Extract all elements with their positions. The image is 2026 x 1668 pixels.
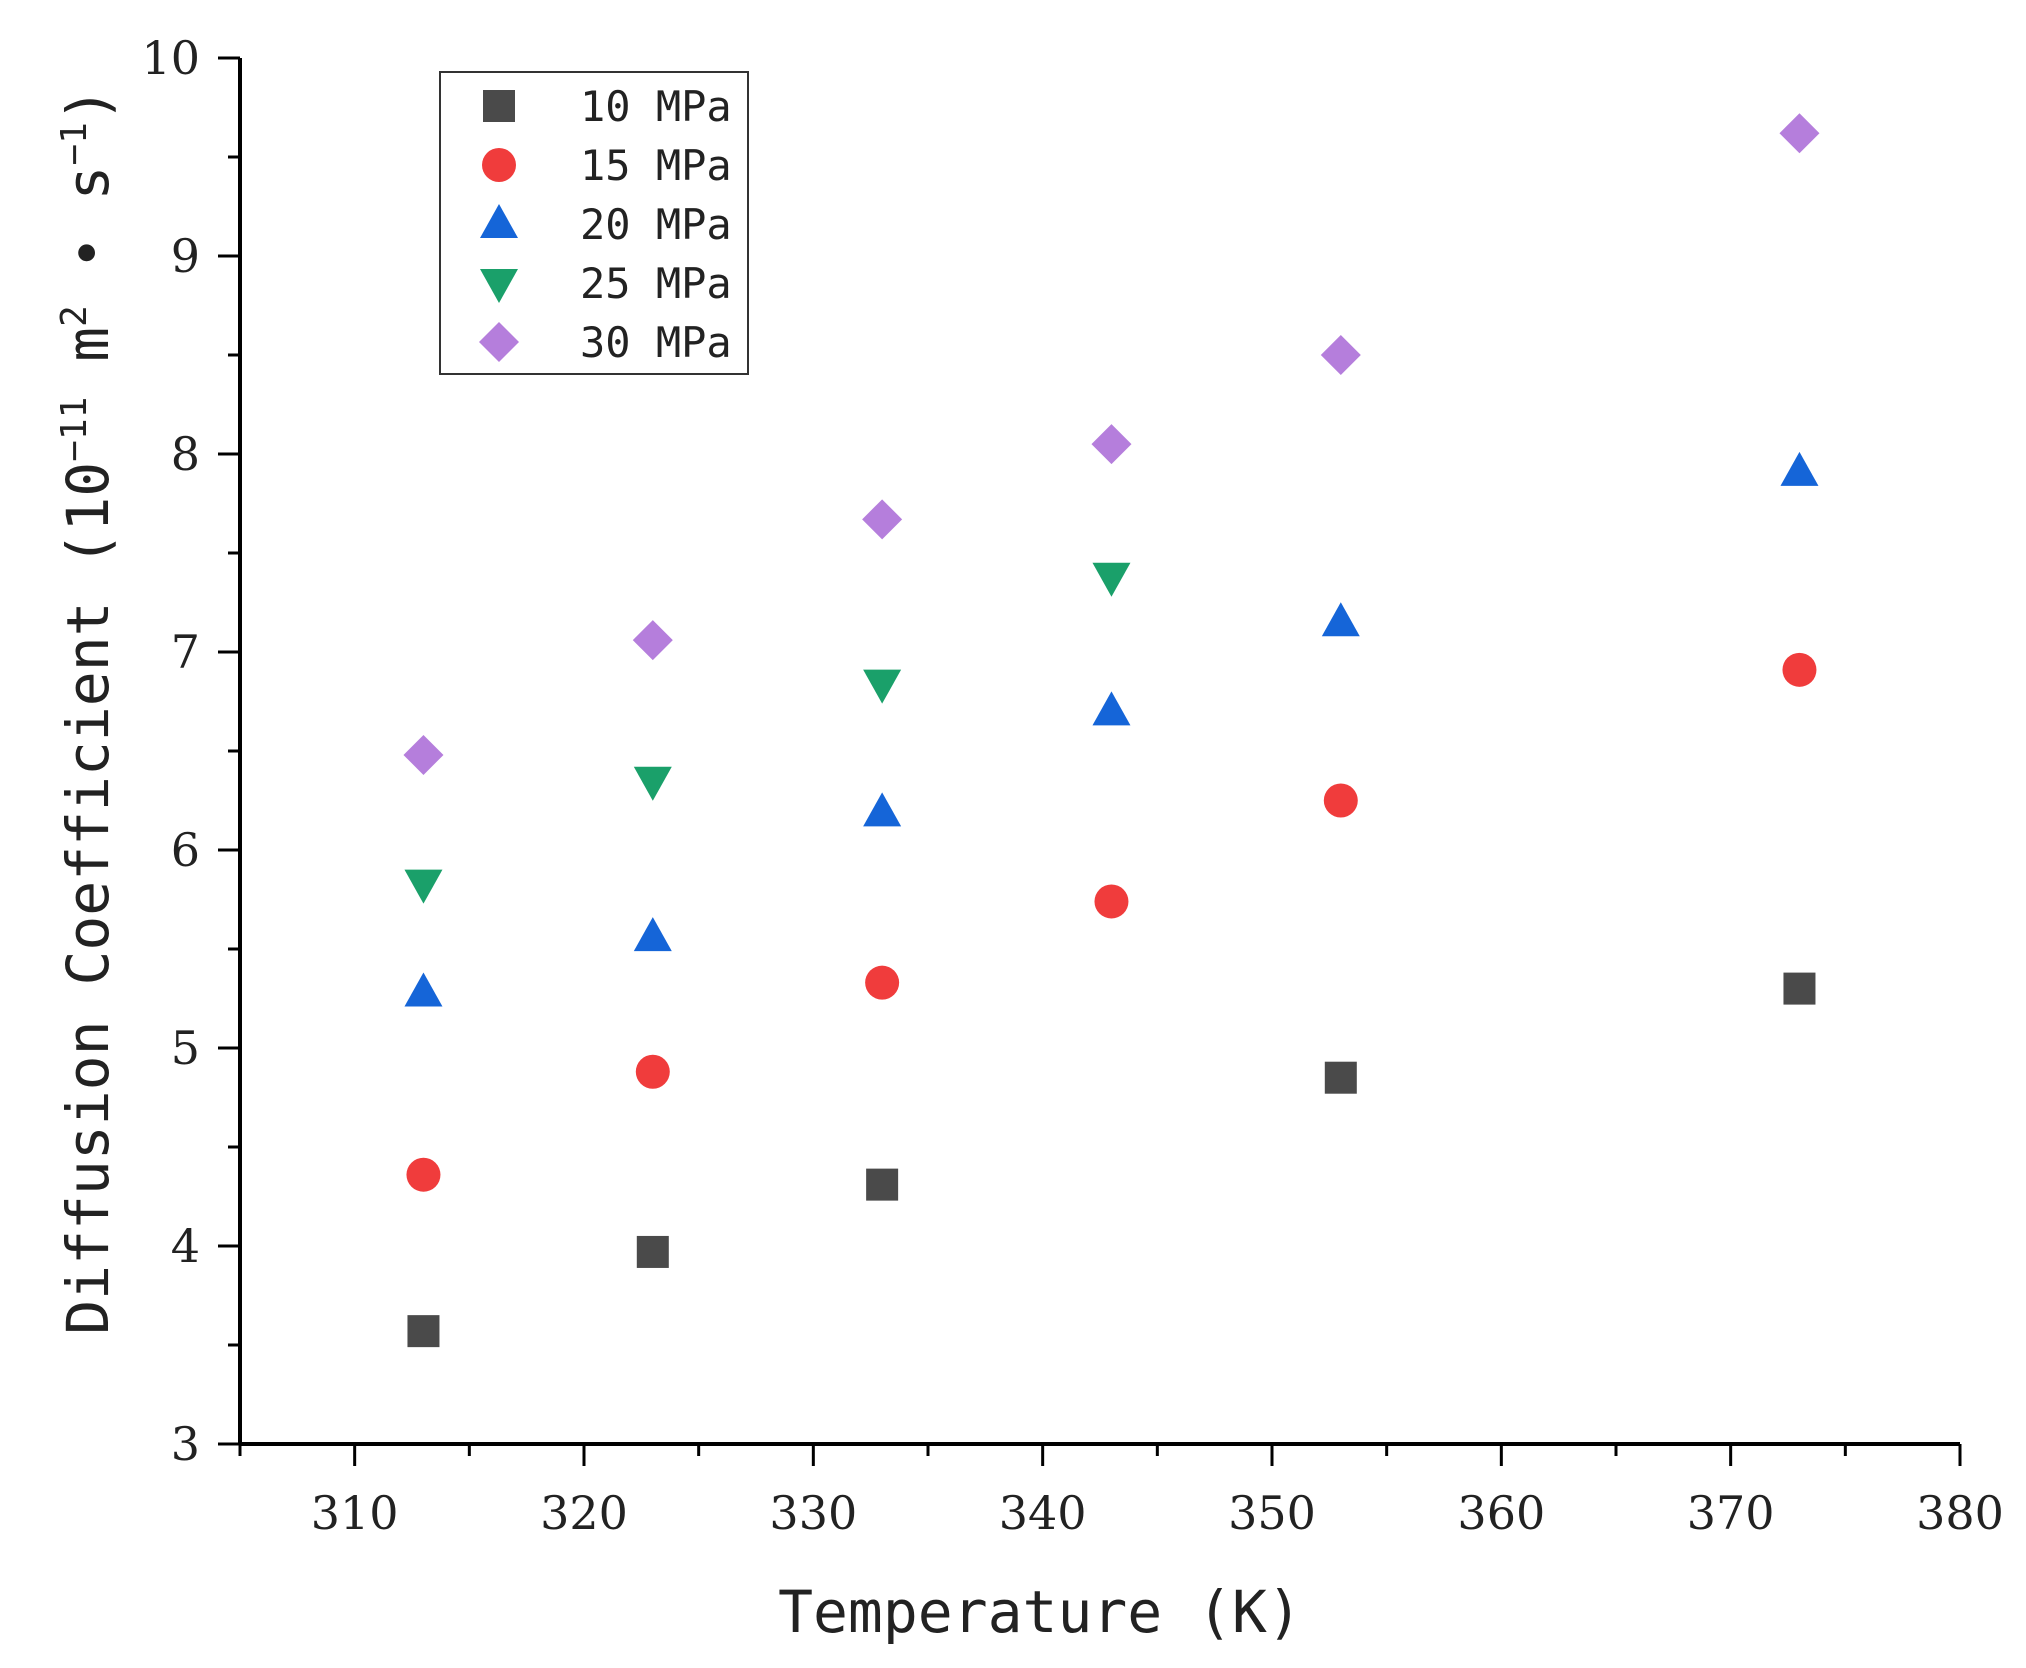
y-axis-title: Diffusion Coefficient (10−11 m2 • s−1) bbox=[54, 87, 122, 1335]
legend-marker bbox=[479, 322, 519, 362]
data-point bbox=[404, 869, 443, 904]
data-point bbox=[1779, 113, 1820, 154]
legend-label: 25 MPa bbox=[580, 259, 732, 308]
legend-item: 25 MPa bbox=[480, 259, 732, 308]
x-tick-label: 320 bbox=[540, 1486, 628, 1540]
legend-marker bbox=[480, 204, 518, 238]
data-point bbox=[866, 1168, 899, 1201]
legend: 10 MPa 15 MPa 20 MPa 25 MPa 30 MPa bbox=[439, 71, 749, 375]
data-point bbox=[1780, 451, 1819, 486]
legend-label: 10 MPa bbox=[580, 82, 732, 131]
y-tick-label: 8 bbox=[171, 427, 200, 481]
data-point bbox=[1782, 652, 1817, 687]
data-point bbox=[1094, 884, 1129, 919]
x-axis-ticks: 310 320 330 340 350 360 370 380 bbox=[238, 1444, 2004, 1540]
y-tick-label: 10 bbox=[141, 31, 200, 85]
series-10-mpa bbox=[407, 972, 1816, 1348]
x-tick-label: 360 bbox=[1457, 1486, 1545, 1540]
y-tick-label: 7 bbox=[171, 625, 200, 679]
data-point bbox=[406, 1157, 441, 1192]
legend-label: 15 MPa bbox=[580, 141, 732, 190]
plot-area bbox=[403, 113, 1820, 1348]
y-axis-title-dot: • s bbox=[54, 166, 122, 306]
data-point bbox=[1091, 424, 1132, 465]
y-tick-label: 4 bbox=[171, 1219, 200, 1273]
x-tick-label: 310 bbox=[311, 1486, 399, 1540]
data-point bbox=[865, 965, 900, 1000]
x-tick-label: 370 bbox=[1687, 1486, 1775, 1540]
legend-marker bbox=[482, 148, 516, 182]
y-axis-title-mid: m bbox=[54, 327, 122, 397]
series-20-mpa bbox=[404, 451, 1819, 1007]
y-axis-title-exp2: 2 bbox=[54, 305, 95, 327]
legend-item: 30 MPa bbox=[479, 318, 732, 367]
data-point bbox=[1321, 602, 1360, 637]
axes: 310 320 330 340 350 360 370 380 3 4 5 6 7 8 9 10 bbox=[141, 31, 2003, 1540]
data-point bbox=[863, 792, 902, 827]
legend-items: 10 MPa 15 MPa 20 MPa 25 MPa 30 MPa bbox=[479, 82, 732, 367]
data-point bbox=[407, 1315, 440, 1348]
x-tick-label: 350 bbox=[1228, 1486, 1316, 1540]
data-point bbox=[1324, 1061, 1357, 1094]
data-point bbox=[862, 499, 903, 540]
data-point bbox=[636, 1235, 669, 1268]
series-25-mpa bbox=[404, 562, 1131, 904]
legend-item: 10 MPa bbox=[483, 82, 732, 131]
data-point bbox=[632, 620, 673, 661]
data-point bbox=[635, 1054, 670, 1089]
y-tick-label: 9 bbox=[171, 229, 200, 283]
y-axis-title-exp3: −1 bbox=[54, 122, 95, 165]
legend-label: 30 MPa bbox=[580, 318, 732, 367]
y-tick-label: 6 bbox=[171, 823, 200, 877]
x-axis-title: Temperature (K) bbox=[778, 1578, 1302, 1646]
x-tick-label: 330 bbox=[769, 1486, 857, 1540]
data-point bbox=[1783, 972, 1816, 1005]
data-point bbox=[1323, 783, 1358, 818]
y-axis-ticks: 3 4 5 6 7 8 9 10 bbox=[141, 31, 240, 1471]
data-point bbox=[1092, 562, 1131, 597]
y-axis-title-suffix: ) bbox=[54, 87, 122, 122]
x-tick-label: 340 bbox=[999, 1486, 1087, 1540]
data-point bbox=[633, 917, 672, 952]
legend-item: 20 MPa bbox=[480, 200, 732, 249]
y-axis-title-prefix: Diffusion Coefficient (10 bbox=[54, 462, 122, 1335]
y-axis-title-exp1: −11 bbox=[54, 397, 95, 462]
legend-marker bbox=[483, 90, 515, 122]
data-point bbox=[1320, 335, 1361, 375]
y-tick-label: 5 bbox=[171, 1021, 200, 1075]
y-tick-label: 3 bbox=[171, 1417, 200, 1471]
series-15-mpa bbox=[406, 652, 1817, 1192]
legend-label: 20 MPa bbox=[580, 200, 732, 249]
data-point bbox=[633, 766, 672, 801]
data-point bbox=[403, 734, 444, 775]
legend-marker bbox=[480, 269, 518, 303]
data-point bbox=[404, 972, 443, 1007]
x-tick-label: 380 bbox=[1916, 1486, 2004, 1540]
series-30-mpa bbox=[403, 113, 1820, 775]
data-point bbox=[1092, 691, 1131, 726]
data-point bbox=[863, 669, 902, 704]
legend-item: 15 MPa bbox=[482, 141, 732, 190]
